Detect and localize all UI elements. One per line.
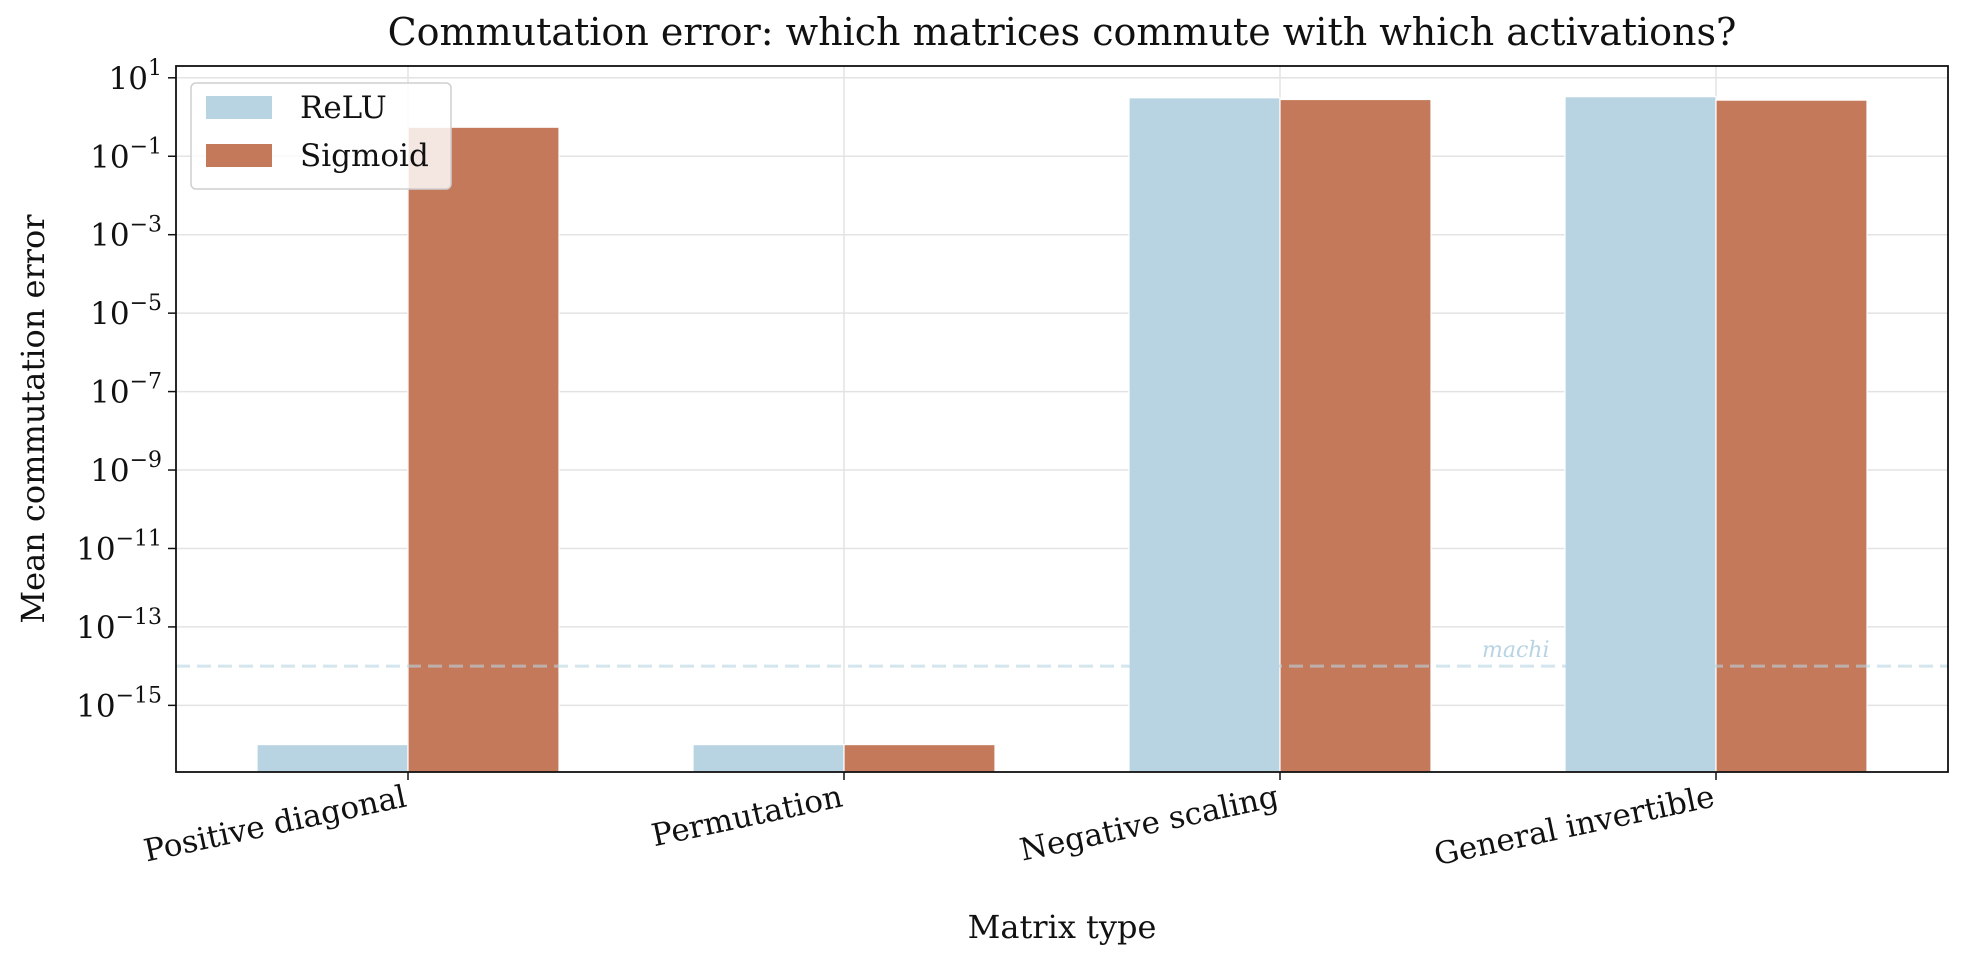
y-tick-label: 10−13 xyxy=(76,605,162,646)
x-axis-label: Matrix type xyxy=(968,908,1157,946)
legend: ReLU Sigmoid xyxy=(190,82,452,190)
y-tick-label: 10−1 xyxy=(90,134,162,175)
x-tick-label: Negative scaling xyxy=(1017,779,1282,869)
threshold-label: machi xyxy=(1482,638,1550,663)
bar-sigmoid-4 xyxy=(1715,99,1868,773)
legend-swatch-relu xyxy=(206,96,272,119)
x-axis: Positive diagonal Permutation Negative sca… xyxy=(141,772,1718,873)
bar-relu-3 xyxy=(1128,97,1281,773)
bar-sigmoid-3 xyxy=(1279,98,1432,773)
bar-sigmoid-1 xyxy=(407,126,560,773)
bars xyxy=(256,96,1868,773)
y-tick-label: 10−15 xyxy=(76,683,162,724)
bar-relu-4 xyxy=(1564,96,1717,773)
y-tick-label: 10−5 xyxy=(90,291,162,332)
bar-sigmoid-2 xyxy=(843,743,996,773)
x-tick-label: Permutation xyxy=(648,779,845,855)
y-axis-label: Mean commutation error xyxy=(14,214,52,624)
y-tick-label: 10−3 xyxy=(90,213,162,254)
legend-swatch-sigmoid xyxy=(206,144,272,167)
legend-label-sigmoid: Sigmoid xyxy=(300,138,429,174)
y-tick-label: 10−9 xyxy=(90,448,162,489)
x-tick-label: General invertible xyxy=(1431,779,1718,874)
chart-title: Commutation error: which matrices commut… xyxy=(388,10,1737,54)
bar-relu-2 xyxy=(692,743,845,773)
bar-relu-1 xyxy=(256,743,409,773)
legend-label-relu: ReLU xyxy=(300,90,387,126)
y-tick-label: 101 xyxy=(109,56,162,97)
y-axis: 101 10−1 10−3 10−5 10−7 10−9 10−11 10−13 10−15 xyxy=(76,56,176,724)
plot-frame xyxy=(175,65,1949,773)
y-tick-label: 10−7 xyxy=(90,370,162,411)
x-tick-label: Positive diagonal xyxy=(141,779,410,870)
y-tick-label: 10−11 xyxy=(76,526,162,567)
